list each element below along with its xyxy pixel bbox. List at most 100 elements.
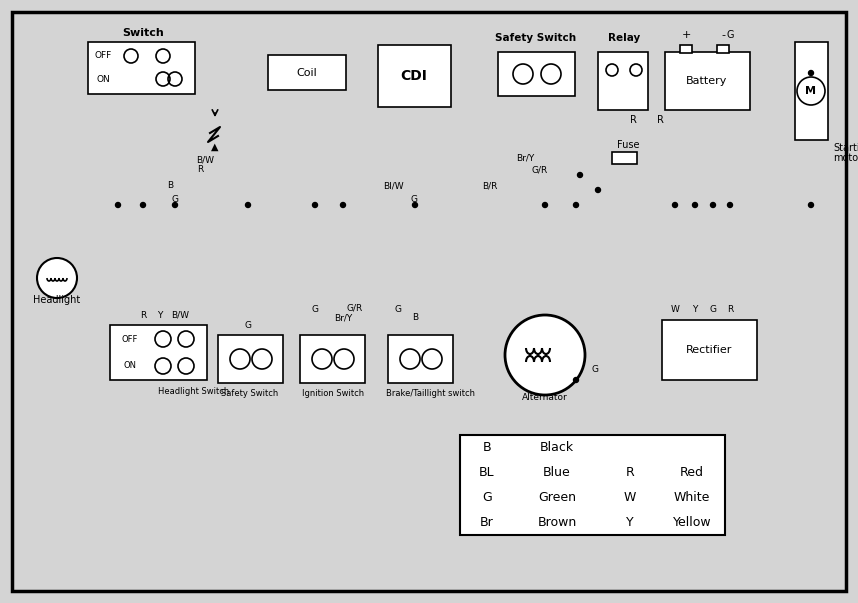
- Circle shape: [710, 203, 716, 207]
- Text: Red: Red: [680, 466, 704, 479]
- Text: Headlight Switch: Headlight Switch: [158, 388, 229, 397]
- Bar: [300, 335, 365, 383]
- Text: G: G: [245, 321, 251, 329]
- Text: Switch: Switch: [122, 28, 164, 38]
- Text: Safety Switch: Safety Switch: [495, 33, 577, 43]
- Bar: [717, 45, 729, 53]
- Text: Blue: Blue: [543, 466, 571, 479]
- Text: Alternator: Alternator: [523, 393, 568, 402]
- Text: R: R: [140, 311, 146, 320]
- Bar: [268, 55, 346, 90]
- Text: ON: ON: [96, 75, 110, 83]
- Text: G/R: G/R: [532, 165, 548, 174]
- Text: Rectifier: Rectifier: [686, 345, 732, 355]
- Text: W: W: [671, 306, 680, 315]
- Bar: [218, 335, 283, 383]
- Text: OFF: OFF: [122, 335, 138, 344]
- Text: M: M: [806, 86, 817, 96]
- Bar: [378, 45, 451, 107]
- Text: G: G: [710, 306, 716, 315]
- Bar: [88, 42, 195, 94]
- Text: Battery: Battery: [686, 76, 728, 86]
- Circle shape: [245, 203, 251, 207]
- Text: B/R: B/R: [482, 182, 498, 191]
- Bar: [662, 320, 757, 380]
- Text: Y: Y: [626, 516, 634, 529]
- Circle shape: [172, 203, 178, 207]
- Text: W: W: [624, 491, 636, 504]
- Circle shape: [312, 203, 317, 207]
- Text: B: B: [412, 314, 418, 323]
- Text: CDI: CDI: [401, 69, 427, 83]
- Text: Ignition Switch: Ignition Switch: [302, 388, 364, 397]
- Text: B: B: [483, 441, 492, 454]
- Text: G: G: [410, 195, 418, 204]
- Circle shape: [542, 203, 547, 207]
- Text: G: G: [172, 195, 178, 204]
- Bar: [680, 45, 692, 53]
- Text: Headlight: Headlight: [33, 295, 81, 305]
- Text: G: G: [311, 306, 318, 315]
- Text: White: White: [674, 491, 710, 504]
- Text: Y: Y: [157, 311, 163, 320]
- Circle shape: [728, 203, 733, 207]
- Circle shape: [692, 203, 698, 207]
- Circle shape: [808, 71, 813, 75]
- Text: R: R: [196, 165, 203, 174]
- Bar: [612, 152, 637, 164]
- Text: R: R: [630, 115, 637, 125]
- Text: Bl/W: Bl/W: [383, 182, 403, 191]
- Circle shape: [341, 203, 346, 207]
- Circle shape: [413, 203, 418, 207]
- Bar: [498, 52, 575, 96]
- Circle shape: [116, 203, 120, 207]
- Text: G: G: [482, 491, 492, 504]
- Text: Br: Br: [480, 516, 494, 529]
- Text: Br/Y: Br/Y: [334, 314, 352, 323]
- Text: Black: Black: [540, 441, 574, 454]
- Text: Coil: Coil: [297, 68, 317, 78]
- Text: Yellow: Yellow: [673, 516, 711, 529]
- Circle shape: [573, 377, 578, 382]
- Text: ▲: ▲: [211, 142, 219, 152]
- Text: Safety Switch: Safety Switch: [221, 388, 279, 397]
- Circle shape: [577, 172, 583, 177]
- Text: OFF: OFF: [94, 51, 112, 60]
- Circle shape: [141, 203, 146, 207]
- Circle shape: [797, 77, 825, 105]
- Text: Green: Green: [538, 491, 576, 504]
- Text: Y: Y: [692, 306, 698, 315]
- Bar: [110, 325, 207, 380]
- Text: Relay: Relay: [607, 33, 640, 43]
- Text: G: G: [395, 306, 402, 315]
- Bar: [665, 52, 750, 110]
- Text: Brake/Taillight switch: Brake/Taillight switch: [385, 388, 474, 397]
- Circle shape: [808, 203, 813, 207]
- Text: G: G: [726, 30, 734, 40]
- Text: B: B: [167, 182, 173, 191]
- Text: ON: ON: [124, 362, 136, 370]
- Text: Br/Y: Br/Y: [516, 154, 535, 162]
- Text: -: -: [721, 30, 725, 40]
- Text: R: R: [727, 306, 733, 315]
- Text: B/W: B/W: [196, 156, 214, 165]
- Text: R: R: [625, 466, 634, 479]
- Bar: [795, 42, 828, 140]
- Text: Brown: Brown: [537, 516, 577, 529]
- Circle shape: [595, 188, 601, 192]
- Text: BL: BL: [479, 466, 495, 479]
- Circle shape: [505, 315, 585, 395]
- Text: B/W: B/W: [171, 311, 189, 320]
- Text: G/R: G/R: [347, 303, 363, 312]
- Text: motor: motor: [833, 153, 858, 163]
- Bar: [388, 335, 453, 383]
- Text: +: +: [681, 30, 691, 40]
- Circle shape: [573, 203, 578, 207]
- Text: Starting: Starting: [833, 143, 858, 153]
- Circle shape: [673, 203, 678, 207]
- Bar: [598, 52, 648, 110]
- Text: R: R: [656, 115, 663, 125]
- Bar: [460, 435, 725, 535]
- Text: G: G: [591, 365, 599, 374]
- Text: Fuse: Fuse: [617, 140, 639, 150]
